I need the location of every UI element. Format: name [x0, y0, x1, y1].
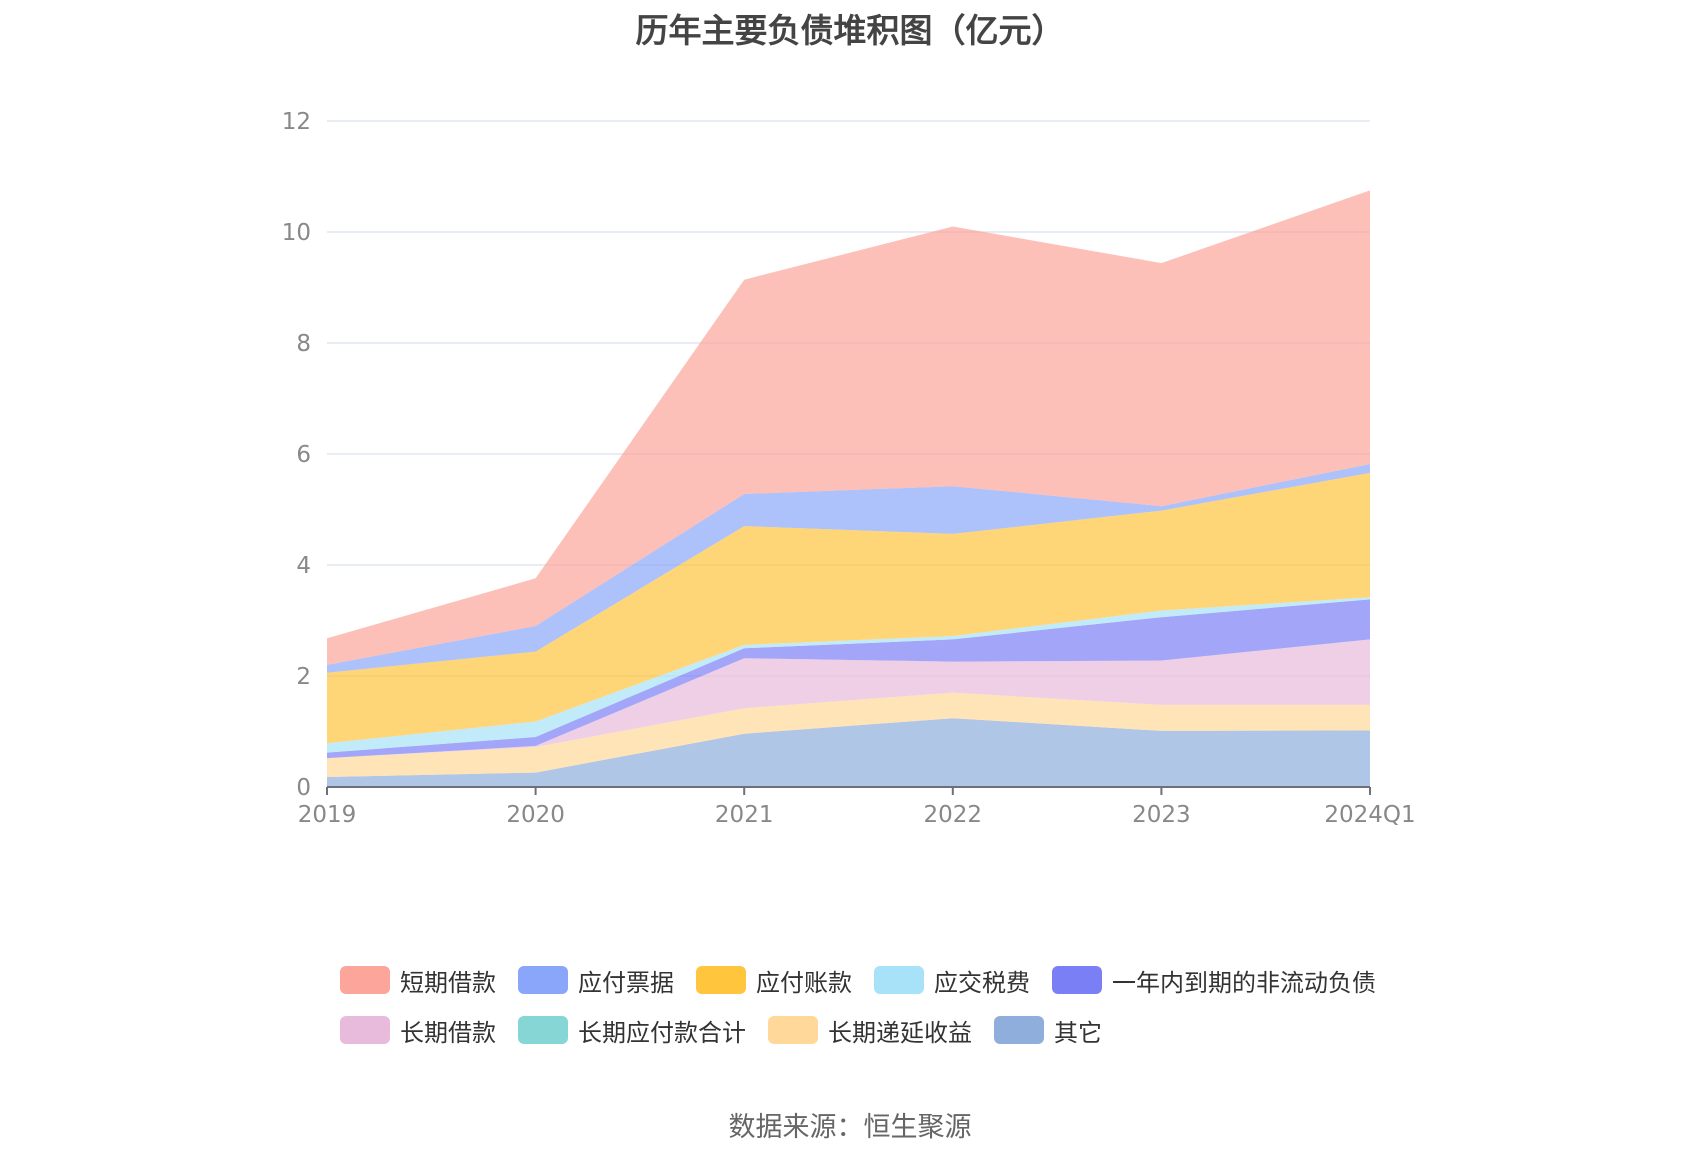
x-tick-label: 2020	[506, 802, 565, 828]
legend-label: 长期递延收益	[828, 1018, 972, 1047]
y-tick-label: 10	[282, 220, 311, 246]
legend-swatch	[874, 966, 924, 994]
x-tick-label: 2021	[715, 802, 774, 828]
legend-label: 应交税费	[934, 968, 1030, 997]
legend-row: 长期借款 长期应付款合计 长期递延收益 其它	[340, 1005, 1440, 1055]
chart-title: 历年主要负债堆积图（亿元）	[635, 11, 1065, 50]
legend-label: 长期应付款合计	[578, 1018, 746, 1047]
legend-label: 短期借款	[400, 968, 496, 997]
area-series-layer	[327, 190, 1370, 787]
legend-label: 应付票据	[578, 968, 674, 997]
legend-item[interactable]: 其它	[994, 1013, 1102, 1048]
legend-item[interactable]: 应付账款	[696, 963, 852, 998]
axes: 0 2 4 6 8 10 12 2019 2020 2021 2022 2023 2024Q1	[282, 109, 1416, 828]
legend-swatch	[768, 1016, 818, 1044]
legend-label: 长期借款	[400, 1018, 496, 1047]
y-tick-label: 12	[282, 109, 311, 135]
legend-swatch	[994, 1016, 1044, 1044]
area-series-短期借款	[327, 190, 1370, 665]
y-tick-label: 0	[296, 775, 311, 801]
area-series-应交税费	[327, 597, 1370, 753]
legend-label: 其它	[1054, 1018, 1102, 1047]
legend-item[interactable]: 长期应付款合计	[518, 1013, 746, 1048]
x-tick-label: 2019	[298, 802, 357, 828]
legend-swatch	[518, 966, 568, 994]
legend-swatch	[696, 966, 746, 994]
legend-label: 一年内到期的非流动负债	[1112, 968, 1376, 997]
legend-swatch	[340, 966, 390, 994]
legend-row: 短期借款 应付票据 应付账款 应交税费 一年内到期的非流动负债	[340, 955, 1440, 1005]
area-series-其它	[327, 718, 1370, 787]
data-source: 数据来源：恒生聚源	[728, 1112, 972, 1143]
legend-swatch	[1052, 966, 1102, 994]
area-series-一年内到期的非流动负债	[327, 599, 1370, 759]
y-tick-label: 6	[296, 442, 311, 468]
legend-item[interactable]: 长期递延收益	[768, 1013, 972, 1048]
area-series-应付账款	[327, 472, 1370, 744]
area-series-长期借款	[327, 639, 1370, 759]
legend-swatch	[340, 1016, 390, 1044]
y-tick-label: 8	[296, 331, 311, 357]
area-series-应付票据	[327, 464, 1370, 673]
legend-item[interactable]: 长期借款	[340, 1013, 496, 1048]
legend-item[interactable]: 一年内到期的非流动负债	[1052, 963, 1376, 998]
legend-item[interactable]: 应付票据	[518, 963, 674, 998]
legend-label: 应付账款	[756, 968, 852, 997]
area-series-长期递延收益	[327, 692, 1370, 777]
y-tick-label: 2	[296, 664, 311, 690]
x-tick-label: 2024Q1	[1324, 802, 1415, 828]
y-tick-label: 4	[296, 553, 311, 579]
x-tick-label: 2022	[924, 802, 983, 828]
x-tick-label: 2023	[1132, 802, 1191, 828]
legend-item[interactable]: 应交税费	[874, 963, 1030, 998]
legend: 短期借款 应付票据 应付账款 应交税费 一年内到期的非流动负债 长期借款 长期应付款合计 长期…	[340, 955, 1440, 1055]
legend-swatch	[518, 1016, 568, 1044]
legend-item[interactable]: 短期借款	[340, 963, 496, 998]
